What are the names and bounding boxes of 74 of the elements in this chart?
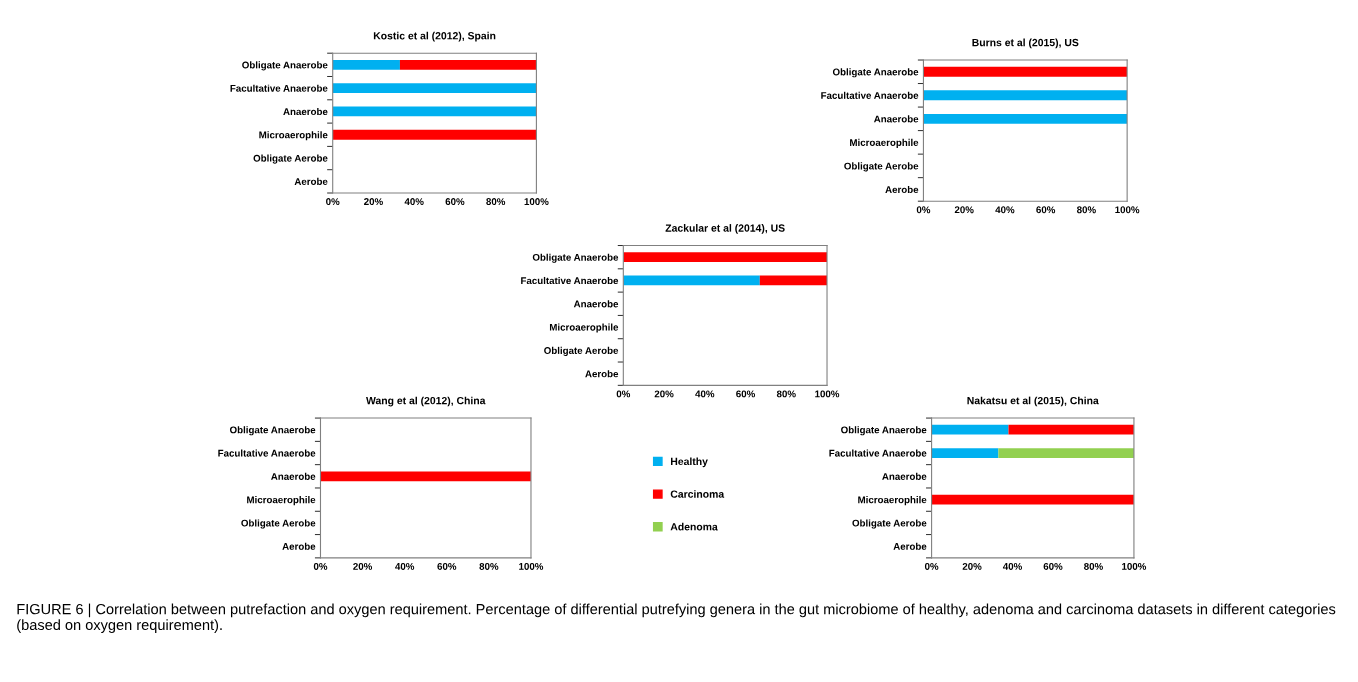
y-tick-label: Facultative Anaerobe <box>821 91 919 99</box>
x-tick-label: 40% <box>395 562 415 570</box>
x-tick-label: 100% <box>815 390 840 398</box>
y-tick-label: Anaerobe <box>873 115 919 123</box>
y-tick-label: Obligate Aerobe <box>852 519 927 529</box>
x-tick-label: 80% <box>486 198 506 206</box>
x-tick-label: 0% <box>313 562 328 570</box>
chart-title: Wang et al (2012), China <box>366 396 486 407</box>
legend-label: Carcinoma <box>670 490 725 498</box>
y-tick-label: Facultative Anaerobe <box>230 84 328 92</box>
y-tick-label: Microaerophile <box>247 496 316 506</box>
y-tick-label: Aerobe <box>893 542 927 550</box>
bar <box>1008 424 1134 435</box>
x-tick-label: 20% <box>654 390 674 398</box>
x-tick-label: 60% <box>736 390 756 398</box>
chart-title: Nakatsu et al (2015), China <box>967 396 1099 407</box>
x-tick-label: 60% <box>1043 562 1063 570</box>
x-tick-label: 40% <box>995 206 1015 214</box>
y-tick-label: Obligate Anaerobe <box>229 426 316 436</box>
x-tick-label: 80% <box>776 390 796 398</box>
x-tick-label: 20% <box>364 198 383 206</box>
x-tick-label: 0% <box>916 206 931 214</box>
x-tick-label: 40% <box>1002 562 1022 570</box>
x-tick-label: 100% <box>519 562 544 570</box>
y-tick-label: Microaerophile <box>850 138 919 148</box>
y-tick-label: Obligate Anaerobe <box>242 61 328 71</box>
chart-title: Kostic et al (2012), Spain <box>373 31 496 42</box>
bar <box>931 448 999 458</box>
y-tick-label: Facultative Anaerobe <box>829 449 927 457</box>
caption: FIGURE 6 | Correlation between putrefaction and oxygen requirement. Percentage of differential putrefying genera in the gut microbiome of healthy, adenoma and carcinoma datasets in different categories (based on oxygen requirement). <box>17 603 1336 633</box>
y-tick-label: Obligate Anaerobe <box>532 253 619 263</box>
x-tick-label: 0% <box>924 562 939 570</box>
legend-label: Adenoma <box>670 522 718 531</box>
legend-label: Healthy <box>671 457 708 468</box>
y-tick-label: Obligate Aerobe <box>544 346 619 356</box>
chart-title: Zackular et al (2014), US <box>665 224 785 234</box>
x-tick-label: 60% <box>1036 206 1056 214</box>
chart-title: Burns et al (2015), US <box>972 38 1079 49</box>
x-tick-label: 0% <box>326 198 340 206</box>
x-tick-label: 0% <box>616 390 631 398</box>
x-tick-label: 40% <box>404 198 424 206</box>
x-tick-label: 80% <box>479 562 499 570</box>
x-tick-label: 20% <box>954 206 974 214</box>
y-tick-label: Aerobe <box>585 370 619 378</box>
y-tick-label: Aerobe <box>885 185 919 194</box>
y-tick-label: Anaerobe <box>882 472 927 480</box>
y-tick-label: Anaerobe <box>573 300 619 308</box>
y-tick-label: Obligate Aerobe <box>241 519 316 529</box>
bar <box>998 448 1134 458</box>
y-tick-label: Obligate Aerobe <box>253 154 328 164</box>
y-tick-label: Microaerophile <box>858 496 927 506</box>
y-tick-label: Aerobe <box>294 177 328 185</box>
x-tick-label: 20% <box>962 562 982 570</box>
y-tick-label: Obligate Anaerobe <box>832 68 919 78</box>
y-tick-label: Obligate Aerobe <box>844 162 919 172</box>
y-tick-label: Anaerobe <box>283 107 328 116</box>
y-tick-label: Anaerobe <box>271 472 316 480</box>
y-tick-label: Facultative Anaerobe <box>521 276 619 285</box>
x-tick-label: 80% <box>1076 206 1096 214</box>
y-tick-label: Obligate Anaerobe <box>841 426 927 436</box>
x-tick-label: 100% <box>1115 206 1140 214</box>
x-tick-label: 100% <box>1122 562 1147 570</box>
y-tick-label: Microaerophile <box>549 323 619 333</box>
y-tick-label: Microaerophile <box>259 131 328 141</box>
x-tick-label: 60% <box>437 562 457 570</box>
bar <box>931 494 1134 505</box>
x-tick-label: 80% <box>1084 562 1103 570</box>
x-tick-label: 60% <box>445 198 465 206</box>
y-tick-label: Aerobe <box>282 542 316 550</box>
y-tick-label: Facultative Anaerobe <box>218 449 316 457</box>
x-tick-label: 40% <box>695 390 715 398</box>
bar <box>931 424 1009 435</box>
x-tick-label: 100% <box>524 198 549 206</box>
x-tick-label: 20% <box>353 562 373 570</box>
